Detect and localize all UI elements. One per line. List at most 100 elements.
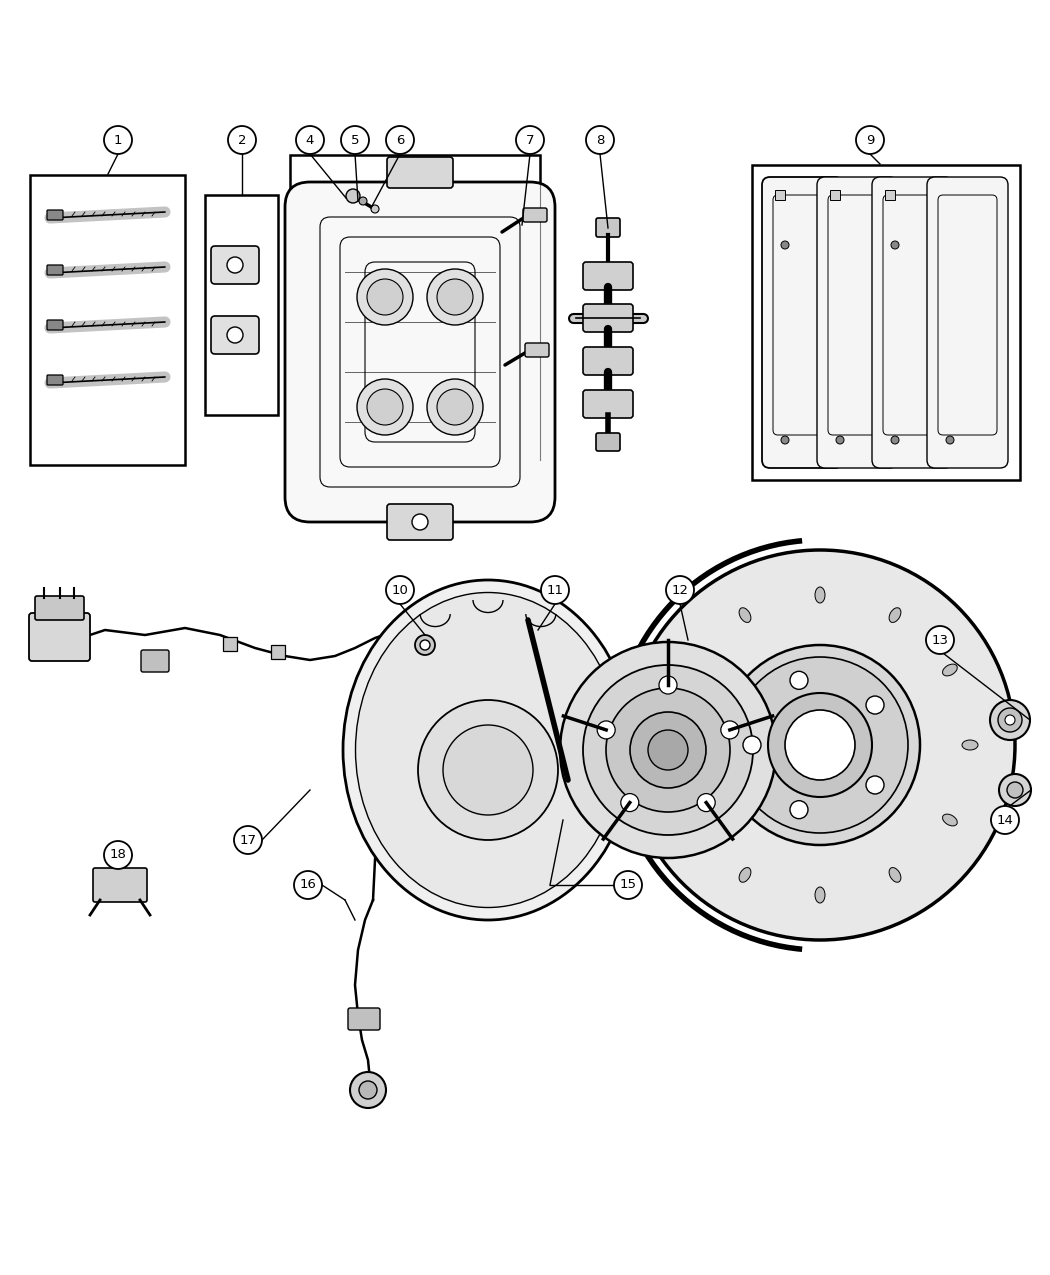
Circle shape — [621, 793, 638, 812]
Ellipse shape — [739, 867, 751, 882]
Ellipse shape — [962, 740, 978, 750]
FancyBboxPatch shape — [211, 246, 259, 284]
Circle shape — [368, 279, 403, 315]
Circle shape — [630, 711, 706, 788]
Circle shape — [427, 269, 483, 325]
FancyBboxPatch shape — [47, 375, 63, 385]
Circle shape — [104, 126, 132, 154]
Circle shape — [294, 871, 322, 899]
Circle shape — [856, 126, 884, 154]
Circle shape — [946, 436, 954, 444]
Ellipse shape — [682, 664, 697, 676]
Text: 4: 4 — [306, 134, 314, 147]
Circle shape — [357, 379, 413, 435]
Bar — [290, 156, 540, 490]
Circle shape — [743, 736, 761, 754]
Circle shape — [614, 871, 642, 899]
Text: 6: 6 — [396, 134, 404, 147]
Ellipse shape — [739, 608, 751, 622]
Circle shape — [341, 126, 369, 154]
FancyBboxPatch shape — [211, 316, 259, 354]
FancyBboxPatch shape — [525, 343, 549, 357]
Circle shape — [357, 269, 413, 325]
Circle shape — [386, 576, 414, 604]
Text: 17: 17 — [239, 834, 256, 847]
FancyBboxPatch shape — [348, 1009, 380, 1030]
FancyBboxPatch shape — [583, 390, 633, 418]
Ellipse shape — [682, 815, 697, 826]
FancyBboxPatch shape — [583, 261, 633, 289]
Circle shape — [227, 258, 243, 273]
Ellipse shape — [815, 887, 825, 903]
Bar — [830, 190, 840, 200]
Ellipse shape — [943, 664, 958, 676]
Ellipse shape — [943, 815, 958, 826]
Circle shape — [427, 379, 483, 435]
Text: 1: 1 — [113, 134, 122, 147]
Circle shape — [732, 657, 908, 833]
Circle shape — [560, 643, 776, 858]
Circle shape — [437, 389, 472, 425]
Bar — [205, 195, 278, 414]
Circle shape — [625, 550, 1015, 940]
Circle shape — [586, 126, 614, 154]
Circle shape — [368, 389, 403, 425]
Circle shape — [866, 696, 884, 714]
Bar — [271, 645, 285, 659]
Text: 8: 8 — [595, 134, 604, 147]
FancyBboxPatch shape — [817, 177, 898, 468]
Circle shape — [666, 576, 694, 604]
Circle shape — [346, 189, 360, 203]
Ellipse shape — [662, 740, 678, 750]
Circle shape — [597, 720, 615, 739]
Text: 13: 13 — [931, 634, 948, 646]
Circle shape — [420, 640, 430, 650]
Text: 2: 2 — [237, 134, 247, 147]
Text: 15: 15 — [620, 878, 636, 891]
Circle shape — [781, 241, 789, 249]
Circle shape — [350, 1072, 386, 1108]
Circle shape — [359, 1081, 377, 1099]
Ellipse shape — [889, 608, 901, 622]
Circle shape — [648, 731, 688, 770]
FancyBboxPatch shape — [29, 613, 90, 660]
FancyBboxPatch shape — [927, 177, 1008, 468]
Text: 14: 14 — [996, 813, 1013, 826]
FancyBboxPatch shape — [596, 434, 620, 451]
Circle shape — [227, 326, 243, 343]
Circle shape — [999, 774, 1031, 806]
Text: 18: 18 — [109, 848, 126, 862]
Circle shape — [443, 725, 533, 815]
Circle shape — [1007, 782, 1023, 798]
FancyBboxPatch shape — [35, 595, 84, 620]
FancyBboxPatch shape — [93, 868, 147, 901]
FancyBboxPatch shape — [285, 182, 555, 521]
FancyBboxPatch shape — [583, 347, 633, 375]
Circle shape — [1005, 715, 1015, 725]
Circle shape — [541, 576, 569, 604]
Circle shape — [234, 826, 262, 854]
Text: 16: 16 — [299, 878, 316, 891]
Circle shape — [516, 126, 544, 154]
FancyBboxPatch shape — [387, 504, 453, 541]
FancyBboxPatch shape — [583, 303, 633, 332]
Circle shape — [891, 241, 899, 249]
Circle shape — [991, 806, 1018, 834]
Circle shape — [790, 672, 808, 690]
Circle shape — [359, 198, 368, 205]
Circle shape — [998, 708, 1022, 732]
Circle shape — [836, 436, 844, 444]
Text: 7: 7 — [526, 134, 534, 147]
Circle shape — [866, 776, 884, 794]
Bar — [752, 164, 1020, 479]
Text: 10: 10 — [392, 584, 408, 597]
Text: 12: 12 — [672, 584, 689, 597]
Bar — [223, 638, 237, 652]
FancyBboxPatch shape — [47, 210, 63, 221]
Circle shape — [697, 793, 715, 812]
FancyBboxPatch shape — [387, 157, 453, 187]
FancyBboxPatch shape — [523, 208, 547, 222]
Circle shape — [659, 676, 677, 694]
Circle shape — [606, 688, 730, 812]
Bar — [885, 190, 895, 200]
